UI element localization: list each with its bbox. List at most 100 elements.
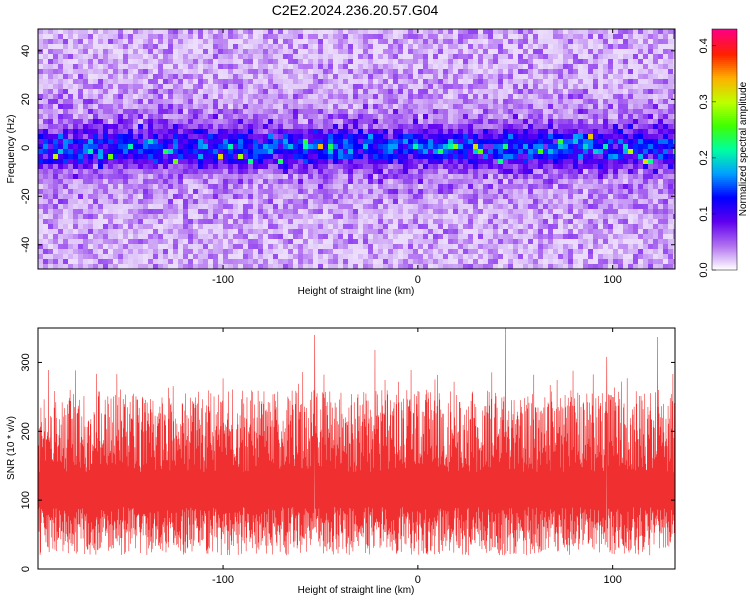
heatmap-cell: [303, 214, 308, 219]
heatmap-cell: [243, 159, 248, 164]
heatmap-cell: [38, 89, 43, 94]
heatmap-cell: [648, 59, 653, 64]
heatmap-cell: [213, 64, 218, 69]
heatmap-cell: [58, 54, 63, 59]
heatmap-cell: [488, 104, 493, 109]
heatmap-cell: [58, 184, 63, 189]
heatmap-cell: [263, 209, 268, 214]
heatmap-cell: [223, 154, 228, 159]
heatmap-cell: [453, 154, 458, 159]
heatmap-cell: [128, 129, 133, 134]
heatmap-cell: [58, 109, 63, 114]
heatmap-cell: [138, 169, 143, 174]
heatmap-cell: [588, 119, 593, 124]
heatmap-cell: [538, 114, 543, 119]
heatmap-cell: [663, 79, 668, 84]
heatmap-cell: [288, 179, 293, 184]
heatmap-cell: [208, 134, 213, 139]
heatmap-cell: [453, 54, 458, 59]
heatmap-cell: [528, 164, 533, 169]
heatmap-cell: [418, 44, 423, 49]
heatmap-cell: [283, 89, 288, 94]
heatmap-cell: [588, 164, 593, 169]
heatmap-cell: [463, 139, 468, 144]
heatmap-cell: [488, 134, 493, 139]
heatmap-cell: [513, 139, 518, 144]
heatmap-cell: [608, 69, 613, 74]
heatmap-cell: [233, 114, 238, 119]
heatmap-cell: [668, 89, 673, 94]
heatmap-cell: [93, 154, 98, 159]
heatmap-cell: [283, 29, 288, 34]
heatmap-cell: [578, 29, 583, 34]
heatmap-cell: [73, 149, 78, 154]
heatmap-cell: [393, 54, 398, 59]
heatmap-cell: [403, 144, 408, 149]
heatmap-cell: [233, 219, 238, 224]
heatmap-cell: [468, 164, 473, 169]
heatmap-cell: [223, 54, 228, 59]
heatmap-cell: [388, 209, 393, 214]
heatmap-cell: [533, 79, 538, 84]
heatmap-cell: [228, 124, 233, 129]
heatmap-cell: [228, 109, 233, 114]
heatmap-cell: [523, 129, 528, 134]
heatmap-cell: [323, 39, 328, 44]
heatmap-cell: [228, 159, 233, 164]
heatmap-cell: [378, 184, 383, 189]
heatmap-cell: [658, 114, 663, 119]
heatmap-cell: [443, 169, 448, 174]
heatmap-cell: [633, 169, 638, 174]
heatmap-cell: [538, 99, 543, 104]
heatmap-cell: [83, 79, 88, 84]
heatmap-cell: [368, 194, 373, 199]
heatmap-cell: [163, 89, 168, 94]
heatmap-cell: [213, 54, 218, 59]
heatmap-cell: [248, 169, 253, 174]
heatmap-cell: [308, 154, 313, 159]
heatmap-cell: [438, 149, 443, 154]
heatmap-cell: [393, 204, 398, 209]
heatmap-cell: [528, 144, 533, 149]
heatmap-cell: [88, 104, 93, 109]
heatmap-cell: [358, 204, 363, 209]
heatmap-cell: [298, 34, 303, 39]
heatmap-cell: [538, 74, 543, 79]
heatmap-cell: [443, 154, 448, 159]
heatmap-cell: [88, 64, 93, 69]
heatmap-cell: [383, 184, 388, 189]
heatmap-cell: [648, 174, 653, 179]
heatmap-cell: [233, 49, 238, 54]
heatmap-cell: [108, 144, 113, 149]
heatmap-cell: [573, 204, 578, 209]
heatmap-cell: [133, 209, 138, 214]
heatmap-cell: [588, 104, 593, 109]
heatmap-cell: [273, 79, 278, 84]
heatmap-cell: [438, 44, 443, 49]
heatmap-cell: [543, 214, 548, 219]
heatmap-cell: [103, 84, 108, 89]
heatmap-cell: [448, 79, 453, 84]
heatmap-cell: [468, 79, 473, 84]
heatmap-cell: [563, 204, 568, 209]
heatmap-cell: [618, 44, 623, 49]
heatmap-cell: [428, 124, 433, 129]
heatmap-cell: [303, 89, 308, 94]
heatmap-cell: [363, 84, 368, 89]
heatmap-cell: [573, 179, 578, 184]
heatmap-cell: [663, 134, 668, 139]
heatmap-cell: [653, 134, 658, 139]
heatmap-cell: [48, 34, 53, 39]
heatmap-cell: [578, 154, 583, 159]
heatmap-cell: [558, 154, 563, 159]
heatmap-cell: [663, 199, 668, 204]
heatmap-cell: [523, 54, 528, 59]
heatmap-cell: [513, 199, 518, 204]
heatmap-cell: [253, 219, 258, 224]
heatmap-cell: [368, 204, 373, 209]
heatmap-cell: [403, 84, 408, 89]
heatmap-cell: [523, 109, 528, 114]
heatmap-cell: [78, 104, 83, 109]
heatmap-cell: [473, 164, 478, 169]
heatmap-cell: [38, 174, 43, 179]
